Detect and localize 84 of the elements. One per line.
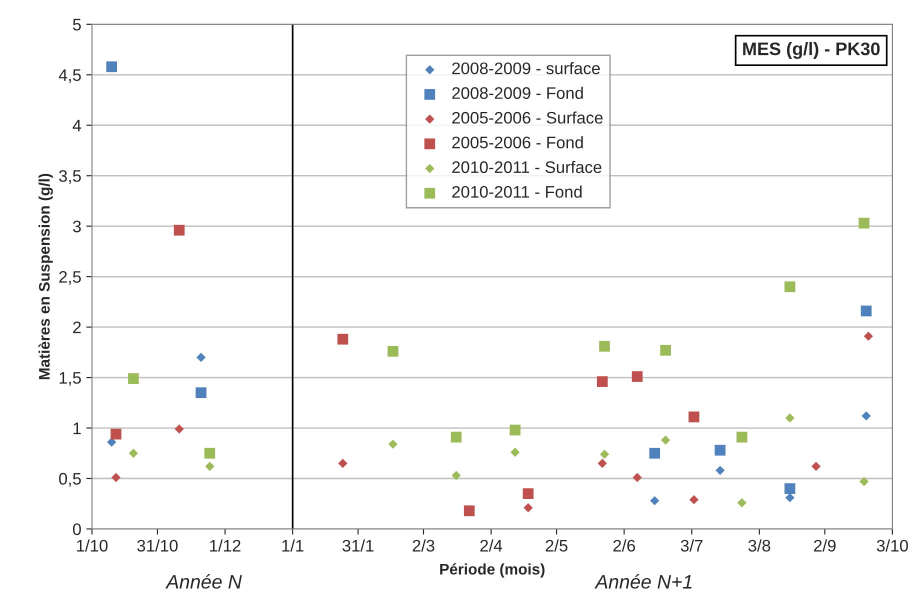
point — [660, 436, 670, 445]
x-tick-label: 1/12 — [210, 539, 240, 552]
point — [388, 440, 398, 449]
point — [128, 448, 138, 458]
text: Année N+1 — [594, 574, 692, 589]
point — [649, 448, 660, 459]
point — [860, 306, 872, 316]
point — [522, 488, 534, 500]
legend-label: 2010-2011 - Fond — [452, 186, 582, 198]
point — [650, 496, 660, 506]
y-tick-label: 0 — [72, 523, 81, 536]
point — [864, 332, 874, 341]
y-tick-label: 4 — [72, 120, 82, 132]
point — [599, 340, 610, 352]
legend-label: 2010-2011 - Surface — [452, 160, 602, 174]
point — [452, 470, 461, 480]
point — [388, 346, 398, 357]
point — [464, 505, 475, 516]
point — [510, 448, 520, 457]
point — [862, 411, 871, 421]
y-tick-label: 2 — [73, 322, 81, 334]
point — [107, 438, 116, 447]
point — [784, 483, 796, 494]
point — [337, 334, 348, 345]
x-axis-title: Période (mois) — [440, 563, 544, 578]
text: Année N — [165, 574, 242, 589]
point — [714, 444, 726, 456]
annotation: MES (g/l) - PK30 — [743, 42, 880, 59]
point — [338, 458, 348, 468]
y-tick-label: 1,5 — [60, 372, 81, 386]
legend-label: 2005-2006 - Fond — [452, 136, 583, 148]
point — [785, 413, 794, 423]
y-tick-label: 0,5 — [59, 472, 81, 487]
point — [205, 462, 214, 471]
x-tick-label: 1/10 — [77, 539, 108, 552]
point — [196, 387, 206, 398]
x-tick-label: 3/10 — [876, 539, 908, 552]
point — [600, 450, 610, 459]
point — [128, 373, 139, 384]
y-tick-label: 3,5 — [59, 170, 81, 184]
x-tick-label: 2/9 — [814, 539, 836, 552]
point — [737, 498, 747, 508]
point — [524, 503, 533, 512]
point — [204, 448, 216, 459]
point — [196, 352, 206, 362]
x-tick-label: 31/10 — [137, 539, 178, 552]
x-tick-label: 3/8 — [748, 539, 770, 552]
y-axis-title: Matières en Suspension (g/l) — [38, 174, 53, 380]
point — [510, 424, 520, 436]
point — [660, 344, 671, 356]
y-tick-label: 2,5 — [59, 271, 81, 285]
legend-label: 2008-2009 - Fond — [452, 86, 583, 99]
point — [174, 424, 184, 434]
point — [450, 432, 462, 442]
x-tick-label: 2/4 — [480, 539, 502, 552]
point — [689, 495, 699, 504]
point — [174, 224, 185, 236]
point — [632, 472, 642, 482]
x-tick-label: 3/7 — [680, 539, 703, 552]
x-tick-label: 1/1 — [282, 539, 304, 552]
point — [111, 472, 121, 482]
legend-label: 2008-2009 - surface — [452, 62, 600, 74]
point — [784, 281, 796, 292]
x-tick-label: 31/1 — [342, 539, 374, 552]
point — [716, 466, 725, 476]
point — [596, 376, 608, 387]
y-tick-label: 4,5 — [58, 69, 81, 83]
point — [858, 218, 870, 229]
x-tick-label: 2/5 — [546, 539, 568, 552]
point — [598, 458, 607, 468]
point — [736, 432, 748, 442]
point — [785, 493, 794, 502]
point — [811, 462, 821, 471]
x-tick-label: 2/6 — [613, 539, 635, 552]
y-tick-label: 3 — [72, 220, 81, 232]
point — [688, 412, 700, 422]
legend-label: 2005-2006 - Surface — [452, 111, 603, 124]
point — [110, 428, 122, 440]
point — [106, 61, 118, 72]
x-tick-label: 2/3 — [412, 539, 434, 552]
point — [859, 476, 869, 486]
y-tick-label: 5 — [72, 18, 81, 31]
point — [632, 371, 643, 382]
y-tick-label: 1 — [74, 422, 81, 434]
